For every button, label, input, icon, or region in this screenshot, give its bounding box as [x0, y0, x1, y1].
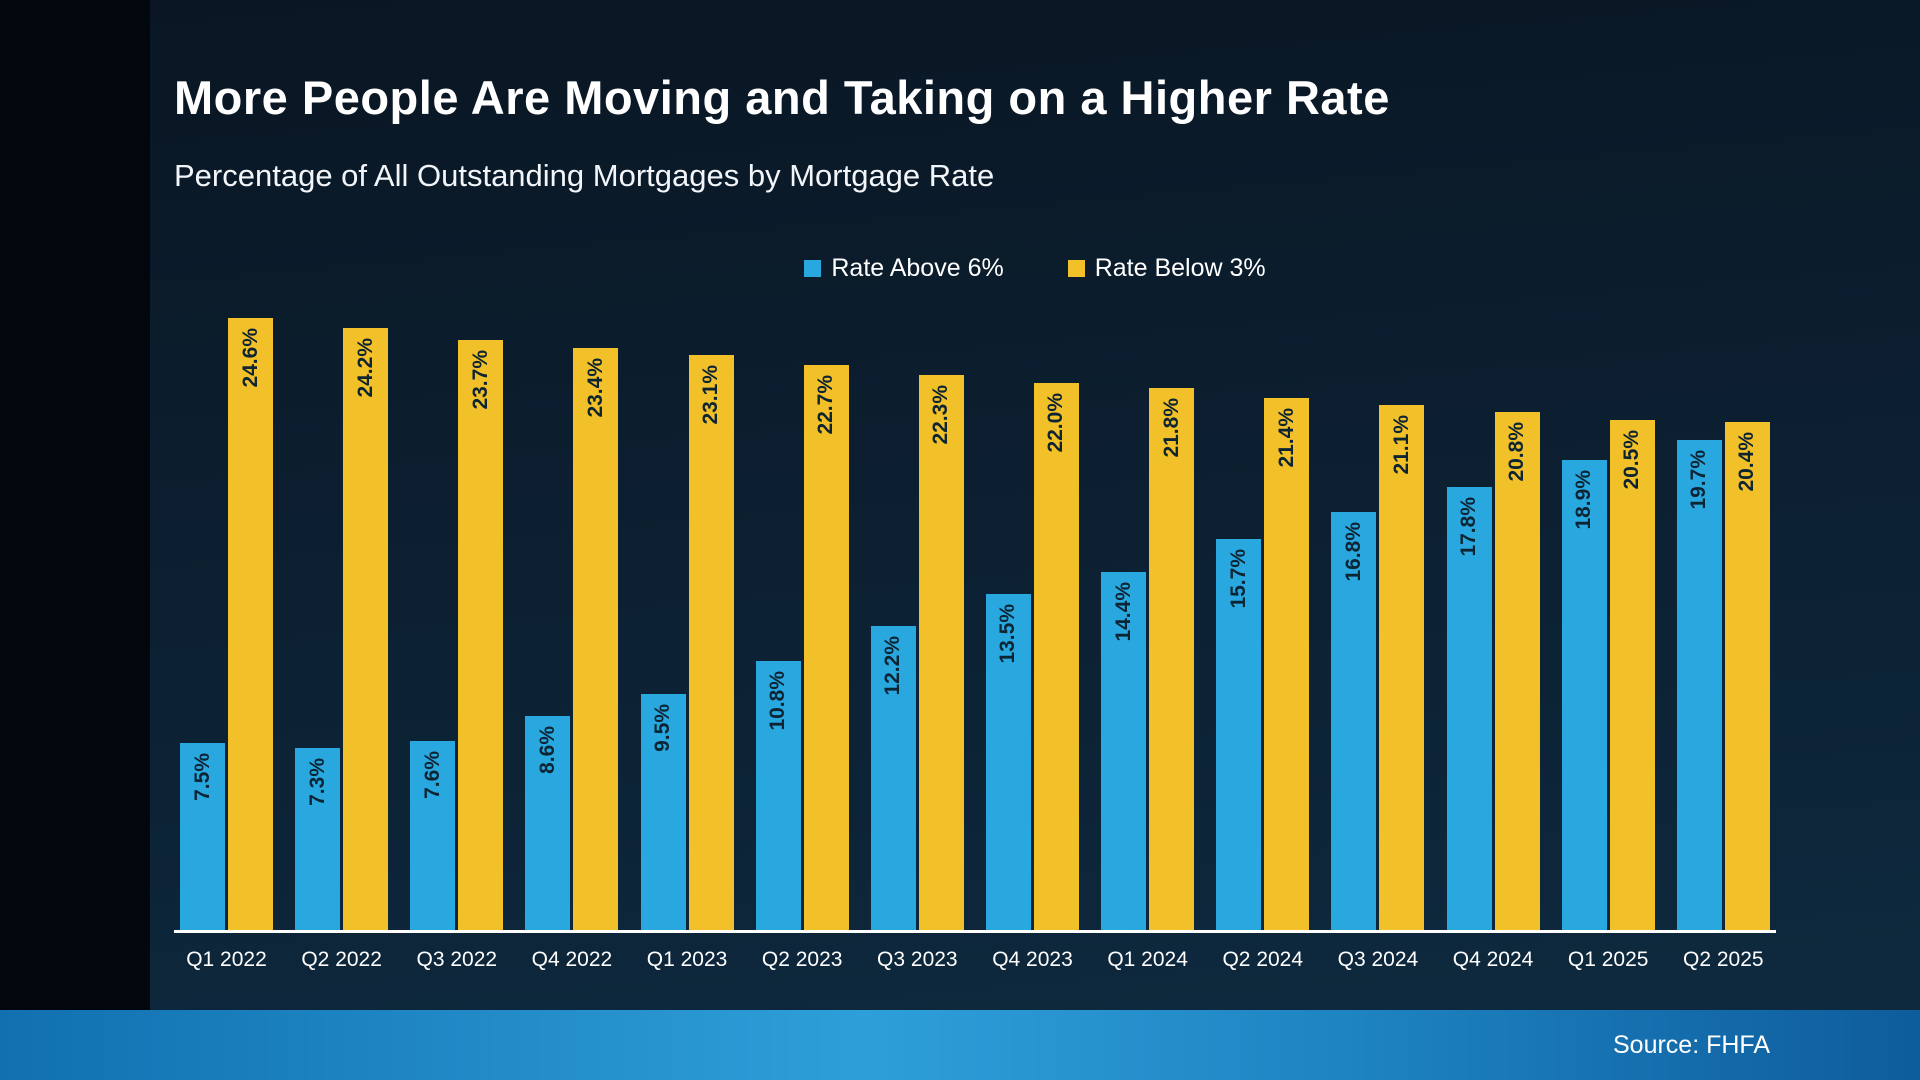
bar-group: 7.3% 24.2% — [295, 327, 389, 930]
bar-rate-above-6: 7.5% — [180, 743, 225, 930]
bar-group: 8.6% 23.4% — [525, 347, 619, 930]
x-axis-label: Q2 2025 — [1683, 948, 1764, 971]
bar-value-label: 7.5% — [190, 753, 214, 802]
bar-value-label: 16.8% — [1341, 521, 1365, 582]
bar-value-label: 22.3% — [929, 385, 953, 445]
bar-rate-above-6: 7.6% — [410, 740, 456, 930]
bar-rate-above-6: 18.9% — [1561, 459, 1607, 930]
left-black-strip — [0, 0, 150, 1080]
bar-value-label: 10.8% — [766, 671, 790, 731]
bar-value-label: 23.1% — [699, 365, 723, 425]
bar-value-label: 17.8% — [1457, 497, 1481, 557]
bar-group: 18.9% 20.5% — [1561, 419, 1655, 930]
bar-rate-above-6: 14.4% — [1101, 571, 1147, 930]
bar-rate-above-6: 19.7% — [1676, 439, 1722, 930]
legend-item-rate-above-6: Rate Above 6% — [804, 254, 1004, 283]
legend-swatch-blue — [804, 260, 822, 277]
bar-value-label: 21.1% — [1389, 414, 1413, 475]
bar-group: 13.5% 22.0% — [985, 382, 1079, 930]
bar-rate-below-3: 24.2% — [343, 327, 389, 930]
bar-rate-below-3: 23.7% — [458, 340, 504, 930]
bar-value-label: 22.7% — [814, 375, 838, 435]
bar-value-label: 20.8% — [1505, 422, 1529, 482]
x-axis-label: Q2 2022 — [301, 948, 382, 971]
bar-group: 12.2% 22.3% — [870, 375, 964, 930]
bar-value-label: 20.4% — [1735, 432, 1759, 492]
chart-title: More People Are Moving and Taking on a H… — [174, 71, 1390, 124]
legend-label: Rate Above 6% — [831, 254, 1004, 282]
source-attribution: Source: FHFA — [1613, 1030, 1770, 1059]
bar-rate-above-6: 15.7% — [1216, 539, 1262, 930]
chart-subtitle: Percentage of All Outstanding Mortgages … — [174, 158, 995, 193]
bar-rate-below-3: 23.4% — [573, 347, 619, 930]
bar-value-label: 9.5% — [651, 703, 675, 752]
bar-value-label: 8.6% — [535, 726, 559, 774]
bar-group: 7.5% 24.6% — [180, 317, 273, 930]
legend: Rate Above 6% Rate Below 3% — [150, 254, 1920, 283]
bar-group: 19.7% 20.4% — [1676, 422, 1770, 930]
bar-value-label: 23.7% — [468, 350, 492, 410]
bar-value-label: 7.6% — [420, 750, 444, 799]
x-axis-label: Q2 2023 — [761, 948, 843, 971]
bar-value-label: 22.0% — [1044, 392, 1068, 453]
bar-value-label: 7.3% — [305, 758, 329, 807]
x-axis-labels: Q1 2022 Q2 2022 Q3 2022 Q4 2022 Q1 2023 Q2 20… — [174, 948, 1776, 972]
x-axis-label: Q1 2024 — [1107, 948, 1188, 971]
x-axis-label: Q4 2022 — [531, 948, 613, 971]
bar-rate-above-6: 7.3% — [295, 748, 341, 930]
plot-area: 7.5% 24.6% 7.3% 24.2% 7.6% 23.7% 8.6% 23.4% 9.5%… — [174, 293, 1776, 933]
x-axis-label: Q1 2022 — [186, 948, 267, 971]
legend-item-rate-below-3: Rate Below 3% — [1067, 254, 1266, 283]
bar-rate-below-3: 20.4% — [1724, 422, 1770, 930]
bar-rate-below-3: 22.7% — [803, 365, 849, 930]
bar-rate-above-6: 9.5% — [640, 693, 686, 930]
footer-band: Source: FHFA — [0, 1010, 1920, 1080]
bar-group: 16.8% 21.1% — [1331, 404, 1425, 930]
bar-rate-above-6: 8.6% — [525, 716, 571, 930]
bar-rate-below-3: 21.1% — [1379, 404, 1425, 930]
bar-group: 17.8% 20.8% — [1446, 412, 1540, 930]
x-axis-label: Q4 2023 — [992, 948, 1073, 971]
bar-group: 10.8% 22.7% — [755, 365, 849, 930]
bar-rate-above-6: 17.8% — [1446, 487, 1492, 930]
x-axis-label: Q1 2023 — [646, 948, 728, 971]
bar-rate-below-3: 22.3% — [918, 375, 964, 930]
bar-value-label: 12.2% — [881, 636, 905, 696]
bar-value-label: 18.9% — [1572, 469, 1596, 530]
bar-group: 14.4% 21.8% — [1101, 387, 1195, 930]
bar-rate-above-6: 16.8% — [1331, 511, 1377, 930]
bar-value-label: 13.5% — [996, 604, 1020, 664]
bar-group: 7.6% 23.7% — [410, 340, 504, 930]
bar-value-label: 21.8% — [1159, 397, 1183, 458]
bar-value-label: 23.4% — [583, 357, 607, 418]
x-axis-label: Q3 2023 — [877, 948, 958, 971]
bar-rate-below-3: 20.8% — [1494, 412, 1540, 930]
legend-label: Rate Below 3% — [1094, 254, 1266, 282]
x-axis-label: Q3 2024 — [1337, 948, 1419, 971]
bar-value-label: 21.4% — [1274, 407, 1298, 468]
bar-value-label: 20.5% — [1620, 429, 1644, 490]
bar-rate-below-3: 23.1% — [688, 355, 734, 930]
x-axis-label: Q4 2024 — [1452, 948, 1534, 971]
bar-rate-above-6: 13.5% — [985, 594, 1031, 930]
bar-rate-below-3: 22.0% — [1033, 382, 1079, 930]
x-axis-label: Q2 2024 — [1222, 948, 1304, 971]
bar-value-label: 14.4% — [1111, 581, 1135, 642]
bar-group: 9.5% 23.1% — [640, 355, 734, 930]
bar-value-label: 24.6% — [238, 327, 262, 388]
legend-swatch-yellow — [1067, 260, 1085, 277]
bar-group: 15.7% 21.4% — [1216, 397, 1310, 930]
x-axis-label: Q1 2025 — [1567, 948, 1649, 971]
bar-rate-above-6: 12.2% — [870, 626, 916, 930]
bar-rate-below-3: 21.4% — [1264, 397, 1310, 930]
bar-value-label: 24.2% — [353, 337, 377, 398]
bar-value-label: 19.7% — [1687, 449, 1711, 510]
bar-rate-below-3: 24.6% — [228, 317, 273, 930]
bar-rate-below-3: 20.5% — [1609, 419, 1655, 930]
bar-rate-above-6: 10.8% — [755, 661, 801, 930]
x-axis-label: Q3 2022 — [416, 948, 498, 971]
bar-rate-below-3: 21.8% — [1149, 387, 1195, 930]
bar-value-label: 15.7% — [1226, 549, 1250, 609]
